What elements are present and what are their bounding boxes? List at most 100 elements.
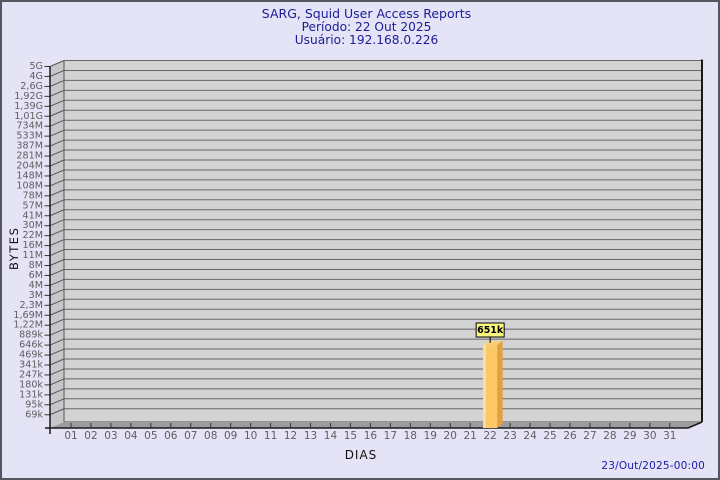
y-tick-label: 131k xyxy=(19,389,43,400)
x-axis-title: DIAS xyxy=(345,448,378,462)
wall-grid-line xyxy=(49,388,65,396)
y-tick-label: 11M xyxy=(23,250,44,261)
wall-grid-line xyxy=(49,169,65,177)
y-tick-label: 889k xyxy=(19,330,43,341)
x-tick-label: 09 xyxy=(224,430,237,442)
y-tick-label: 2,3M xyxy=(19,300,43,311)
x-tick-label: 23 xyxy=(503,430,516,442)
y-tick-label: 16M xyxy=(23,240,44,251)
wall-grid-line xyxy=(49,159,65,167)
wall-grid-line xyxy=(49,358,65,366)
x-tick-label: 11 xyxy=(264,430,277,442)
y-tick-label: 204M xyxy=(16,161,43,172)
y-tick-label: 469k xyxy=(19,350,43,361)
wall-grid-line xyxy=(49,149,65,157)
x-tick-label: 27 xyxy=(583,430,596,442)
value-label-box xyxy=(475,322,505,338)
y-tick-label: 1,92G xyxy=(14,91,43,102)
floor xyxy=(50,422,702,428)
report-user: Usuário: 192.168.0.226 xyxy=(294,33,439,47)
x-tick-label: 20 xyxy=(444,430,457,442)
wall-grid-line xyxy=(49,298,65,306)
bar-side-face xyxy=(497,340,503,428)
y-tick-label: 57M xyxy=(23,200,44,211)
report-period: Período: 22 Out 2025 xyxy=(301,19,432,34)
wall-grid-line xyxy=(49,69,65,77)
floor-right-edge xyxy=(687,421,703,429)
x-tick-label: 02 xyxy=(84,430,97,442)
x-tick-label: 16 xyxy=(364,430,378,442)
x-tick-label: 26 xyxy=(563,430,577,442)
y-tick-label: 95k xyxy=(25,399,43,410)
wall-grid-line xyxy=(49,278,65,286)
wall-grid-line xyxy=(49,119,65,127)
x-tick-label: 29 xyxy=(623,430,636,442)
left-wall xyxy=(50,60,64,428)
x-tick-label: 17 xyxy=(384,430,397,442)
wall-grid-line xyxy=(49,378,65,386)
y-tick-label: 148M xyxy=(16,170,43,181)
x-tick-label: 05 xyxy=(144,430,157,442)
y-tick-label: 69k xyxy=(25,409,43,420)
y-axis-title: BYTES xyxy=(7,227,21,270)
y-tick-label: 2,6G xyxy=(20,81,43,92)
y-tick-label: 1,01G xyxy=(14,111,43,122)
y-tick-label: 533M xyxy=(16,131,43,142)
x-tick-label: 22 xyxy=(483,430,496,442)
y-tick-label: 8M xyxy=(29,260,43,271)
x-tick-label: 10 xyxy=(244,430,257,442)
wall-grid-line xyxy=(49,408,65,416)
wall-grid-line xyxy=(49,259,65,266)
y-tick-label: 180k xyxy=(19,379,43,390)
y-tick-label: 6M xyxy=(29,270,43,281)
wall-grid-line xyxy=(49,199,65,207)
y-tick-label: 30M xyxy=(23,220,44,231)
x-tick-label: 14 xyxy=(324,430,338,442)
bar-front-face xyxy=(483,344,498,428)
generated-timestamp: 23/Out/2025-00:00 xyxy=(601,460,705,472)
bar-highlight xyxy=(483,344,486,428)
wall-grid-line xyxy=(49,288,65,296)
wall-grid-line xyxy=(49,368,65,376)
wall-grid-line xyxy=(49,109,65,117)
wall-grid-line xyxy=(49,398,65,406)
y-tick-label: 4G xyxy=(29,71,43,82)
bar-value-label: 651k xyxy=(477,325,504,336)
wall-grid-line xyxy=(49,189,65,197)
y-tick-label: 3M xyxy=(29,290,43,301)
y-tick-label: 108M xyxy=(16,180,43,191)
wall-grid-line xyxy=(49,268,65,276)
x-tick-label: 08 xyxy=(204,430,217,442)
wall-grid-line xyxy=(49,318,65,326)
y-tick-label: 1,39G xyxy=(14,101,43,112)
report-header: SARG, Squid User Access Reports Período:… xyxy=(2,7,718,48)
y-tick-label: 41M xyxy=(23,210,44,221)
y-tick-label: 1,69M xyxy=(13,310,43,321)
x-tick-label: 12 xyxy=(284,430,297,442)
y-tick-label: 78M xyxy=(23,190,44,201)
y-tick-label: 4M xyxy=(29,280,43,291)
wall-grid-line xyxy=(49,338,65,346)
x-tick-label: 07 xyxy=(184,430,197,442)
y-tick-label: 734M xyxy=(16,121,43,132)
x-tick-label: 03 xyxy=(104,430,117,442)
x-tick-label: 18 xyxy=(404,430,417,442)
y-tick-label: 5G xyxy=(29,61,43,72)
x-tick-label: 31 xyxy=(663,430,676,442)
wall-grid-line xyxy=(49,348,65,356)
y-tick-label: 247k xyxy=(19,369,43,380)
x-tick-label: 21 xyxy=(464,430,477,442)
x-tick-label: 04 xyxy=(124,430,138,442)
wall-grid-line xyxy=(49,79,65,87)
x-tick-label: 19 xyxy=(424,430,437,442)
x-tick-label: 01 xyxy=(64,430,77,442)
wall-grid-line xyxy=(49,139,65,147)
x-tick-label: 13 xyxy=(304,430,317,442)
wall-grid-line xyxy=(49,239,65,247)
plot-area xyxy=(64,60,702,422)
wall-grid-line xyxy=(49,328,65,336)
wall-grid-line xyxy=(49,89,65,97)
wall-grid-line xyxy=(49,129,65,137)
